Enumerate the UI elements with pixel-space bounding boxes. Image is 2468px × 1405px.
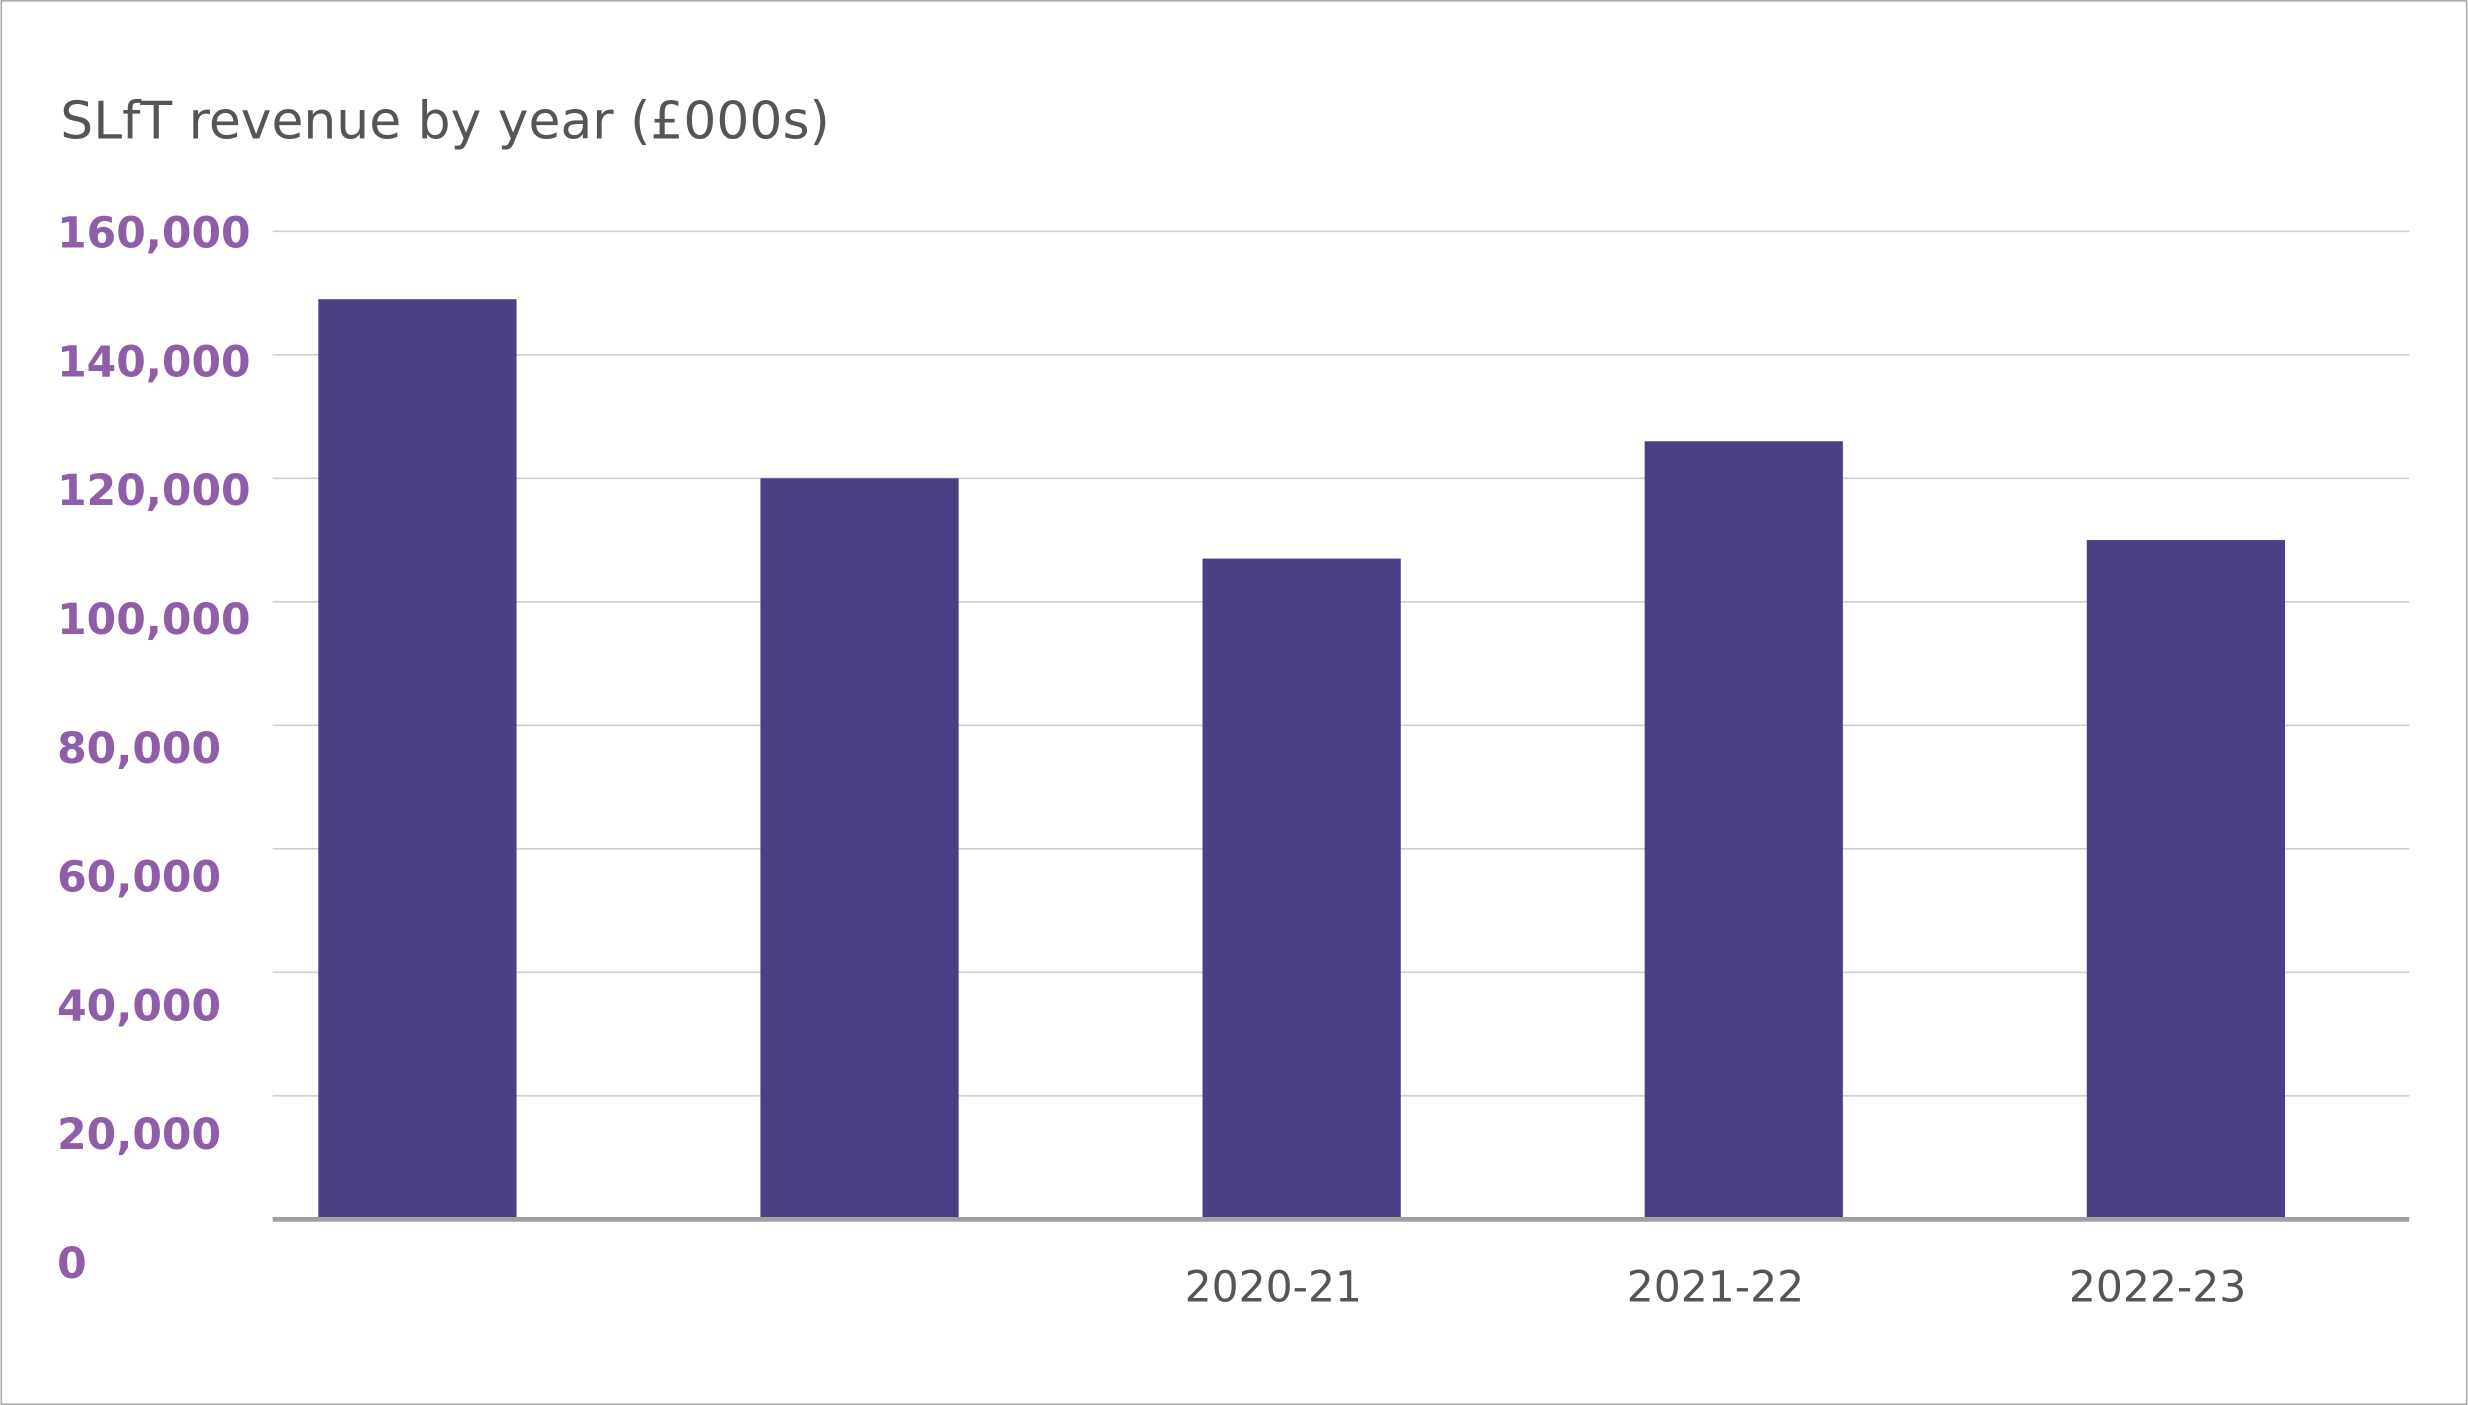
y-tick-label: 60,000 <box>57 854 221 903</box>
bar <box>318 299 517 1220</box>
y-tick-label: 80,000 <box>57 725 221 774</box>
y-tick-label: 0 <box>57 1240 87 1289</box>
y-tick-label: 120,000 <box>57 467 250 516</box>
y-tick-label: 160,000 <box>57 210 250 259</box>
bar <box>1202 558 1401 1220</box>
bar <box>1644 441 1843 1220</box>
x-tick-label: 2022-23 <box>2069 1264 2246 1313</box>
y-tick-label: 140,000 <box>57 338 250 387</box>
bar <box>2086 540 2285 1220</box>
x-tick-label: 2020-21 <box>1185 1264 1362 1313</box>
x-tick-label: 2021-22 <box>1627 1264 1804 1313</box>
bar <box>760 478 959 1220</box>
y-tick-label: 40,000 <box>57 982 221 1031</box>
y-tick-label: 20,000 <box>57 1111 221 1160</box>
y-tick-label: 100,000 <box>57 596 250 645</box>
chart-title: SLfT revenue by year (£000s) <box>60 91 829 151</box>
